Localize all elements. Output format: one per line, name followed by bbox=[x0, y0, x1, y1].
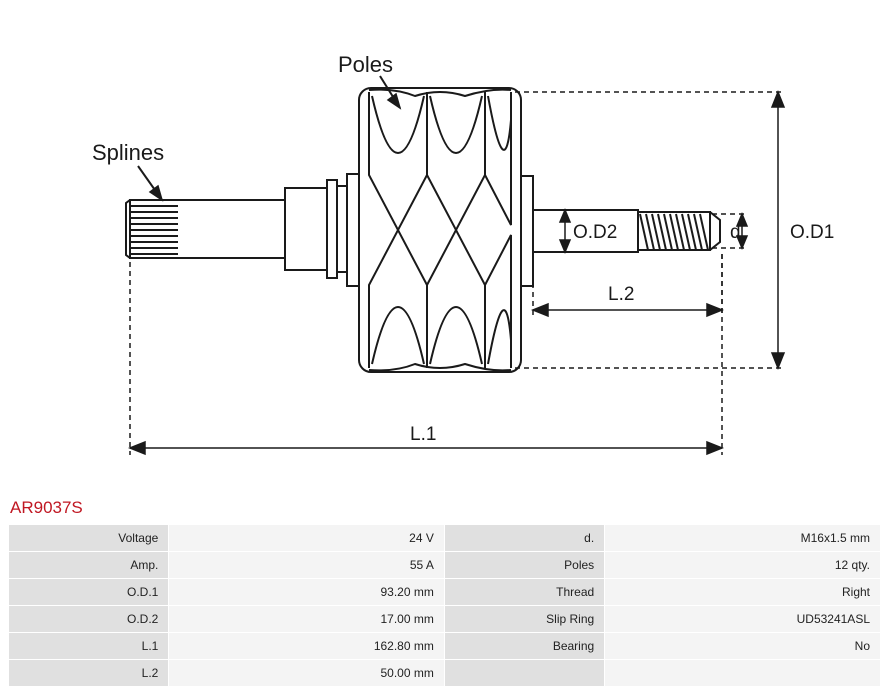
poles-label: Poles bbox=[338, 52, 393, 77]
d-label: d. bbox=[730, 222, 746, 243]
spec-label: Thread bbox=[445, 579, 604, 605]
spec-value: No bbox=[605, 633, 880, 659]
spec-value: 50.00 mm bbox=[169, 660, 444, 686]
table-row: Voltage 24 V d. M16x1.5 mm bbox=[9, 525, 880, 551]
spec-label: L.1 bbox=[9, 633, 168, 659]
spec-value: UD53241ASL bbox=[605, 606, 880, 632]
table-row: O.D.1 93.20 mm Thread Right bbox=[9, 579, 880, 605]
spec-label: O.D.2 bbox=[9, 606, 168, 632]
spec-label: Amp. bbox=[9, 552, 168, 578]
table-row: O.D.2 17.00 mm Slip Ring UD53241ASL bbox=[9, 606, 880, 632]
spec-value: 17.00 mm bbox=[169, 606, 444, 632]
spec-value: 93.20 mm bbox=[169, 579, 444, 605]
l2-label: L.2 bbox=[608, 284, 634, 305]
spec-label: d. bbox=[445, 525, 604, 551]
od1-label: O.D1 bbox=[790, 222, 834, 243]
table-row: L.1 162.80 mm Bearing No bbox=[9, 633, 880, 659]
spec-label: Poles bbox=[445, 552, 604, 578]
spec-value: M16x1.5 mm bbox=[605, 525, 880, 551]
l1-label: L.1 bbox=[410, 424, 436, 445]
spec-label: Voltage bbox=[9, 525, 168, 551]
spec-label: L.2 bbox=[9, 660, 168, 686]
splines-shape bbox=[126, 200, 285, 258]
od2-label: O.D2 bbox=[573, 222, 617, 243]
table-row: L.2 50.00 mm bbox=[9, 660, 880, 686]
spec-label: Bearing bbox=[445, 633, 604, 659]
spec-value: Right bbox=[605, 579, 880, 605]
thread-shape bbox=[638, 212, 710, 250]
spec-value bbox=[605, 660, 880, 686]
spec-label: Slip Ring bbox=[445, 606, 604, 632]
spec-label: O.D.1 bbox=[9, 579, 168, 605]
table-row: Amp. 55 A Poles 12 qty. bbox=[9, 552, 880, 578]
rotor-diagram: Poles Splines O.D1 O.D2 d. L.1 L.2 bbox=[0, 0, 889, 490]
part-number: AR9037S bbox=[10, 498, 83, 518]
rotor-poles-shape bbox=[359, 88, 521, 372]
spec-value: 24 V bbox=[169, 525, 444, 551]
spec-table: Voltage 24 V d. M16x1.5 mm Amp. 55 A Pol… bbox=[8, 524, 881, 687]
spec-value: 12 qty. bbox=[605, 552, 880, 578]
spec-label bbox=[445, 660, 604, 686]
splines-label: Splines bbox=[92, 140, 164, 165]
spec-value: 55 A bbox=[169, 552, 444, 578]
spec-value: 162.80 mm bbox=[169, 633, 444, 659]
